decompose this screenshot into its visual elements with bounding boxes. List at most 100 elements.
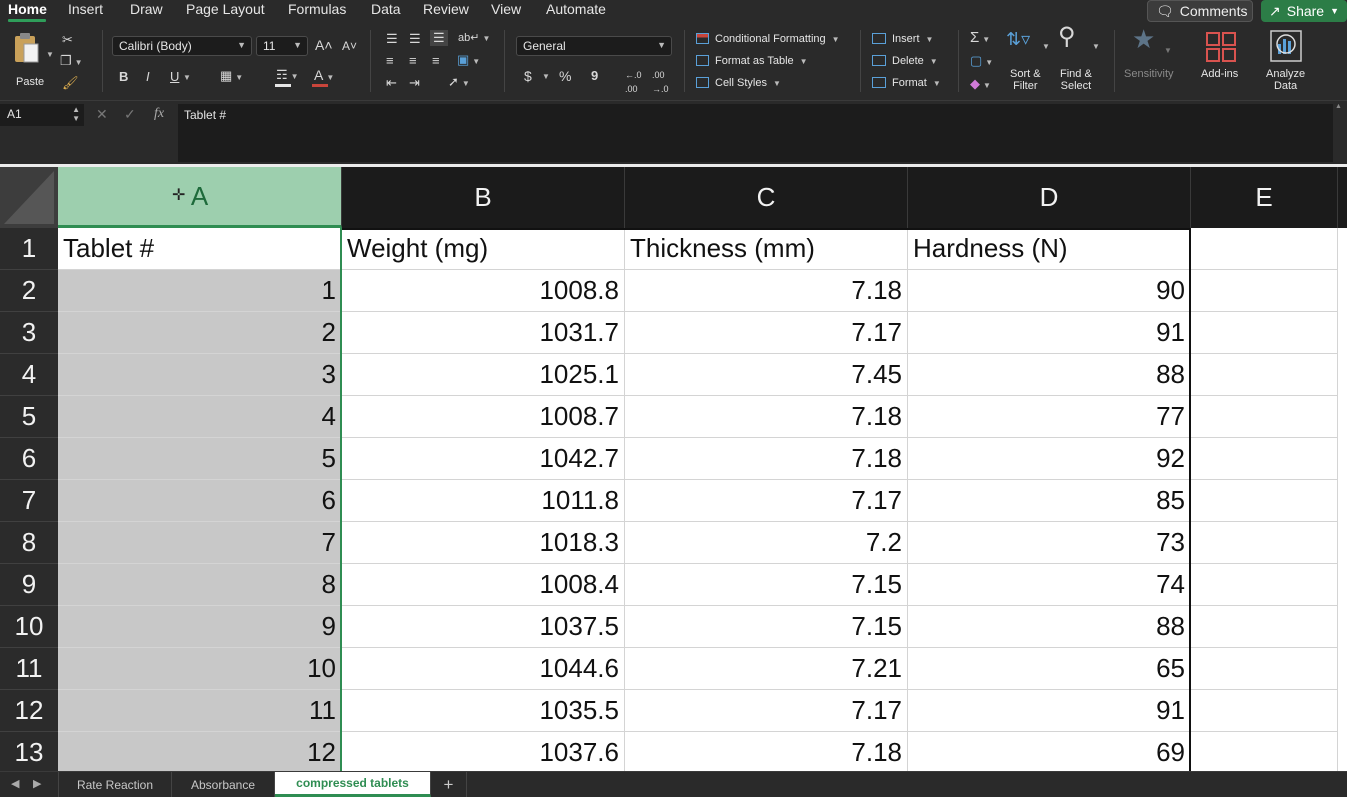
stepper-icon[interactable]: ▲ ▼ [72,105,80,123]
table-cell[interactable]: 9 [58,606,342,648]
cut-icon[interactable]: ✂ [62,32,73,47]
table-cell[interactable]: 7.18 [625,396,908,438]
table-cell[interactable]: 74 [908,564,1191,606]
tab-view[interactable]: View [491,1,522,17]
table-cell[interactable] [1191,690,1338,732]
decrease-font-icon[interactable]: A˅ [342,39,358,53]
table-cell[interactable]: 88 [908,606,1191,648]
tab-formulas[interactable]: Formulas [288,1,347,17]
table-cell[interactable]: 1008.8 [342,270,625,312]
pane-splitter[interactable] [0,164,1347,167]
table-cell[interactable] [1191,312,1338,354]
tab-insert[interactable]: Insert [68,1,104,17]
table-cell[interactable]: 65 [908,648,1191,690]
format-as-table-button[interactable]: Format as Table ▼ [696,55,808,67]
align-top-icon[interactable]: ☰ [386,31,398,46]
row-header[interactable]: 8 [0,522,58,564]
bold-button[interactable]: B [119,69,129,84]
cell-styles-button[interactable]: Cell Styles ▼ [696,77,781,89]
header-cell[interactable]: Tablet # [58,228,342,270]
table-cell[interactable] [1191,564,1338,606]
confirm-icon[interactable]: ✓ [124,106,136,122]
expand-formula-bar-icon[interactable]: ▲ [1335,103,1342,110]
select-all-corner[interactable] [0,167,58,228]
table-cell[interactable]: 7.18 [625,438,908,480]
find-select-button[interactable]: ⚲ ▼ Find & Select [1056,25,1102,96]
column-header-d[interactable]: D [908,167,1191,228]
table-cell[interactable]: 77 [908,396,1191,438]
table-cell[interactable]: 85 [908,480,1191,522]
borders-icon[interactable]: ▦ ▼ [220,68,244,83]
table-cell[interactable]: 88 [908,354,1191,396]
add-sheet-button[interactable]: + [431,772,467,797]
row-header[interactable]: 7 [0,480,58,522]
table-cell[interactable]: 1037.5 [342,606,625,648]
add-ins-button[interactable]: Add-ins [1198,30,1244,96]
row-header[interactable]: 5 [0,396,58,438]
clear-icon[interactable]: ◆ ▼ [970,76,991,91]
column-header-e[interactable]: E [1191,167,1338,228]
tab-draw[interactable]: Draw [130,1,163,17]
share-button[interactable]: ↗ Share ▼ [1261,0,1347,22]
row-header[interactable]: 13 [0,732,58,771]
font-color-icon[interactable]: A ▼ [314,67,335,83]
align-right-icon[interactable]: ≡ [432,53,440,68]
table-cell[interactable]: 1042.7 [342,438,625,480]
fill-color-icon[interactable]: ☶ ▼ [276,67,299,82]
sheet-tab-rate-reaction[interactable]: Rate Reaction [58,772,172,797]
sheet-tab-absorbance[interactable]: Absorbance [172,772,275,797]
table-cell[interactable]: 7.18 [625,270,908,312]
table-cell[interactable]: 5 [58,438,342,480]
header-cell[interactable]: Weight (mg) [342,228,625,270]
increase-indent-icon[interactable]: ⇥ [409,75,420,90]
table-cell[interactable]: 2 [58,312,342,354]
analyze-data-button[interactable]: Analyze Data [1262,30,1310,96]
row-header[interactable]: 9 [0,564,58,606]
table-cell[interactable]: 7.45 [625,354,908,396]
formula-input[interactable]: Tablet # [178,104,1333,162]
format-cells-button[interactable]: Format ▼ [872,77,941,89]
table-cell[interactable]: 1035.5 [342,690,625,732]
row-header[interactable]: 11 [0,648,58,690]
table-cell[interactable]: 10 [58,648,342,690]
sensitivity-button[interactable]: ★ ▼ Sensitivity [1122,26,1178,96]
table-cell[interactable] [1191,732,1338,771]
align-bottom-icon[interactable]: ☰ [430,30,448,46]
table-cell[interactable]: 1025.1 [342,354,625,396]
font-name-dropdown[interactable]: Calibri (Body) ▼ [112,36,252,56]
comments-button[interactable]: 🗨 Comments [1147,0,1253,22]
currency-chevron-icon[interactable]: ▼ [542,72,550,81]
sheet-tab-compressed-tablets[interactable]: compressed tablets [275,772,431,797]
number-format-dropdown[interactable]: General ▼ [516,36,672,56]
row-header[interactable]: 4 [0,354,58,396]
align-left-icon[interactable]: ≡ [386,53,394,68]
table-cell[interactable]: 7.15 [625,606,908,648]
copy-icon[interactable]: ❐ ▼ [60,53,83,68]
table-cell[interactable]: 7.21 [625,648,908,690]
column-header-a[interactable]: A [58,167,342,228]
row-header[interactable]: 3 [0,312,58,354]
prev-sheet-icon[interactable]: ◀ [11,778,20,790]
decrease-decimal-icon[interactable]: .00 →.0 [652,70,669,94]
table-cell[interactable]: 7 [58,522,342,564]
orientation-icon[interactable]: ➚ ▼ [448,74,470,89]
underline-button[interactable]: U [170,69,180,84]
table-cell[interactable]: 7.15 [625,564,908,606]
table-cell[interactable] [1191,438,1338,480]
decrease-indent-icon[interactable]: ⇤ [386,75,397,90]
tab-home[interactable]: Home [8,1,47,17]
table-cell[interactable]: 91 [908,690,1191,732]
column-header-b[interactable]: B [342,167,625,228]
delete-cells-button[interactable]: Delete ▼ [872,55,938,67]
table-cell[interactable]: 8 [58,564,342,606]
header-cell[interactable]: Thickness (mm) [625,228,908,270]
paste-button[interactable]: ▼ Paste [10,30,54,92]
table-cell[interactable]: 1018.3 [342,522,625,564]
tab-automate[interactable]: Automate [546,1,606,17]
table-cell[interactable]: 1044.6 [342,648,625,690]
row-header[interactable]: 2 [0,270,58,312]
header-cell[interactable]: Hardness (N) [908,228,1191,270]
table-cell[interactable]: 12 [58,732,342,771]
row-header[interactable]: 10 [0,606,58,648]
table-cell[interactable]: 1011.8 [342,480,625,522]
